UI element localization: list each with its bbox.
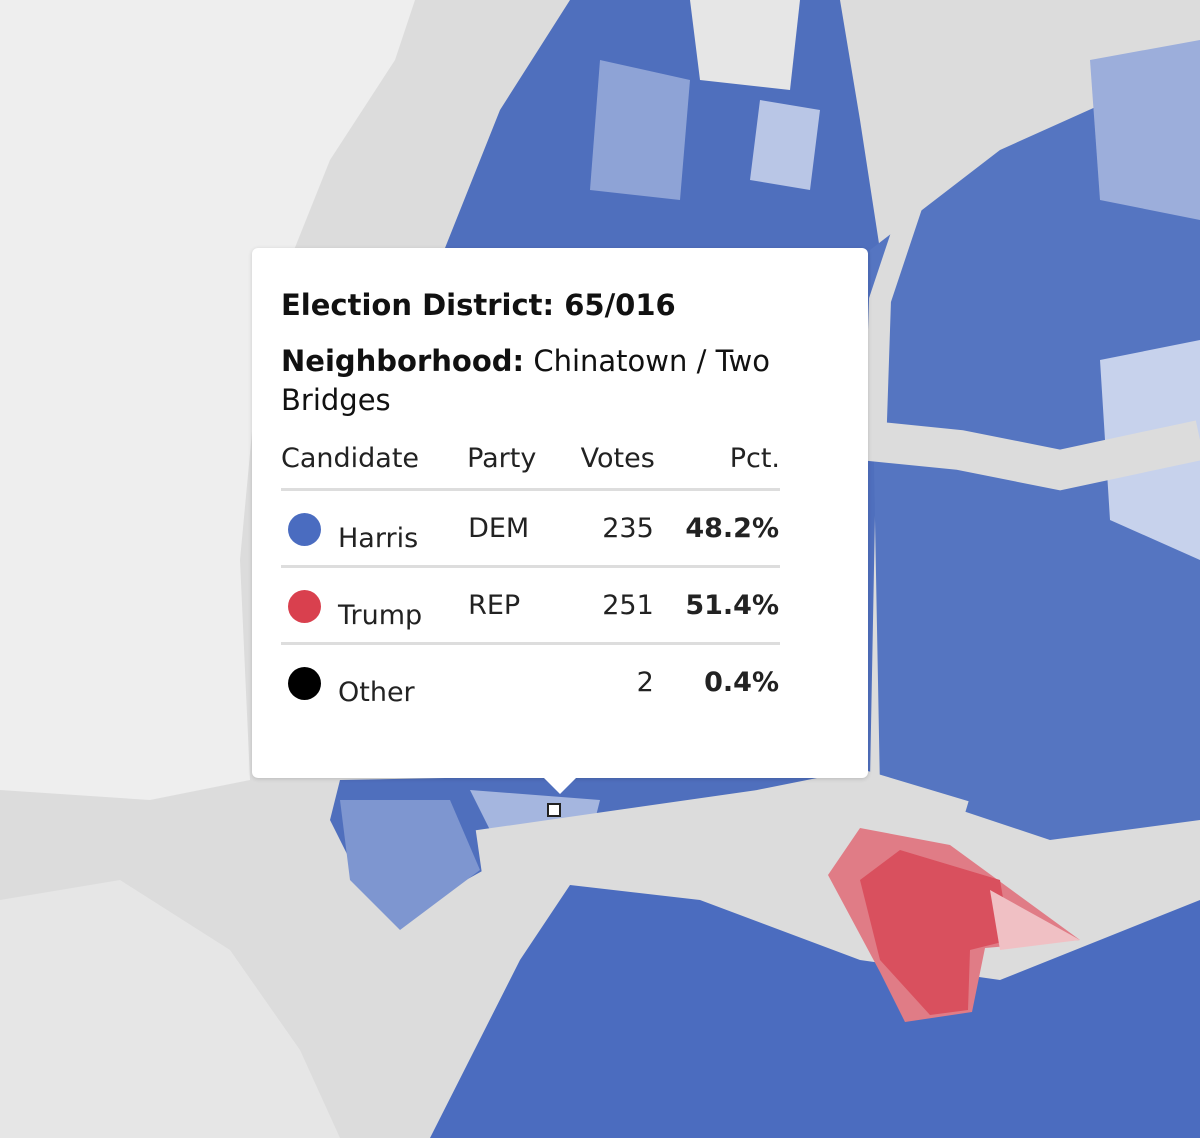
candidate-name: Trump: [338, 600, 423, 631]
district-label: Election District:: [281, 288, 555, 322]
district-area: [990, 890, 1080, 950]
candidate-cell: Trump: [281, 566, 468, 645]
party-cell: [467, 644, 558, 721]
river: [864, 0, 1010, 451]
results-table: Candidate Party Votes Pct. Harris DEM 235 48.2…: [281, 443, 780, 721]
column-header: Votes: [557, 443, 655, 491]
land: [0, 0, 415, 800]
candidate-name: Harris: [338, 523, 419, 554]
selected-district: [547, 803, 561, 817]
party-dot: [288, 667, 321, 700]
district-area: [750, 100, 820, 190]
party-dot: [288, 513, 321, 546]
party-dot: [288, 590, 321, 623]
district-area: [590, 60, 690, 200]
votes: 2: [636, 667, 654, 698]
percent: 48.2%: [654, 489, 780, 568]
column-header: Candidate: [281, 443, 468, 491]
percent: 0.4%: [704, 667, 779, 698]
district-area: [860, 850, 1010, 1015]
district-area: [340, 800, 480, 930]
district-area: [1090, 40, 1200, 220]
votes: 251: [557, 566, 655, 645]
river: [475, 769, 969, 890]
result-row: Harris DEM 235 48.2%: [281, 489, 780, 568]
land: [0, 880, 340, 1138]
district-line: Election District: 65/016: [281, 288, 676, 322]
results-body: Harris DEM 235 48.2% Trump REP 251 51.4% Other 2 0…: [281, 489, 780, 721]
park: [690, 0, 800, 90]
district-id: 65/016: [564, 288, 676, 322]
district-area: [430, 885, 1200, 1138]
column-header: Pct.: [654, 443, 780, 491]
candidate-name: Other: [338, 677, 415, 708]
votes: 235: [557, 489, 655, 568]
party-cell: REP: [467, 566, 558, 645]
neighborhood-label: Neighborhood:: [281, 344, 525, 378]
party-cell: DEM: [467, 489, 558, 568]
tooltip: Election District: 65/016 Neighborhood: …: [252, 248, 868, 794]
river: [858, 420, 1200, 491]
candidate-cell: Harris: [281, 489, 468, 568]
result-row: Trump REP 251 51.4%: [281, 566, 780, 645]
neighborhood: Chinatown / Two Bridges: [281, 344, 770, 417]
result-row: Other 2 0.4%: [281, 644, 780, 721]
percent: 51.4%: [654, 566, 780, 645]
header-row: Candidate Party Votes Pct.: [281, 443, 780, 491]
column-header: Party: [467, 443, 558, 491]
candidate-cell: Other: [281, 644, 467, 721]
neighborhood-line: Neighborhood: Chinatown / Two Bridges: [281, 342, 851, 420]
